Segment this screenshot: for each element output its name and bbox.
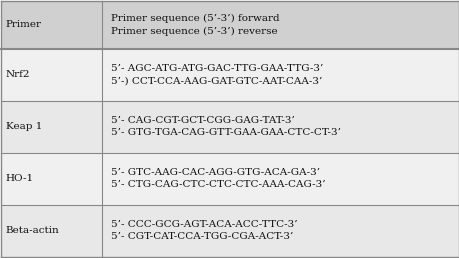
Bar	[1, 49, 458, 101]
Text: 5’- AGC-ATG-ATG-GAC-TTG-GAA-TTG-3’
5’-) CCT-CCA-AAG-GAT-GTC-AAT-CAA-3’: 5’- AGC-ATG-ATG-GAC-TTG-GAA-TTG-3’ 5’-) …	[111, 64, 323, 85]
Text: Nrf2: Nrf2	[6, 70, 30, 79]
Text: Beta-actin: Beta-actin	[6, 226, 60, 235]
Text: Primer: Primer	[6, 20, 42, 29]
Bar	[1, 1, 458, 49]
Text: 5’- CAG-CGT-GCT-CGG-GAG-TAT-3’
5’- GTG-TGA-CAG-GTT-GAA-GAA-CTC-CT-3’: 5’- CAG-CGT-GCT-CGG-GAG-TAT-3’ 5’- GTG-T…	[111, 116, 341, 137]
Bar	[1, 153, 458, 205]
Bar	[1, 101, 458, 153]
Text: HO-1: HO-1	[6, 174, 34, 183]
Bar	[1, 205, 458, 257]
Text: 5’- GTC-AAG-CAC-AGG-GTG-ACA-GA-3’
5’- CTG-CAG-CTC-CTC-CTC-AAA-CAG-3’: 5’- GTC-AAG-CAC-AGG-GTG-ACA-GA-3’ 5’- CT…	[111, 168, 325, 189]
Text: 5’- CCC-GCG-AGT-ACA-ACC-TTC-3’
5’- CGT-CAT-CCA-TGG-CGA-ACT-3’: 5’- CCC-GCG-AGT-ACA-ACC-TTC-3’ 5’- CGT-C…	[111, 220, 297, 241]
Text: Primer sequence (5’-3’) forward
Primer sequence (5’-3’) reverse: Primer sequence (5’-3’) forward Primer s…	[111, 14, 279, 36]
Text: Keap 1: Keap 1	[6, 122, 42, 131]
